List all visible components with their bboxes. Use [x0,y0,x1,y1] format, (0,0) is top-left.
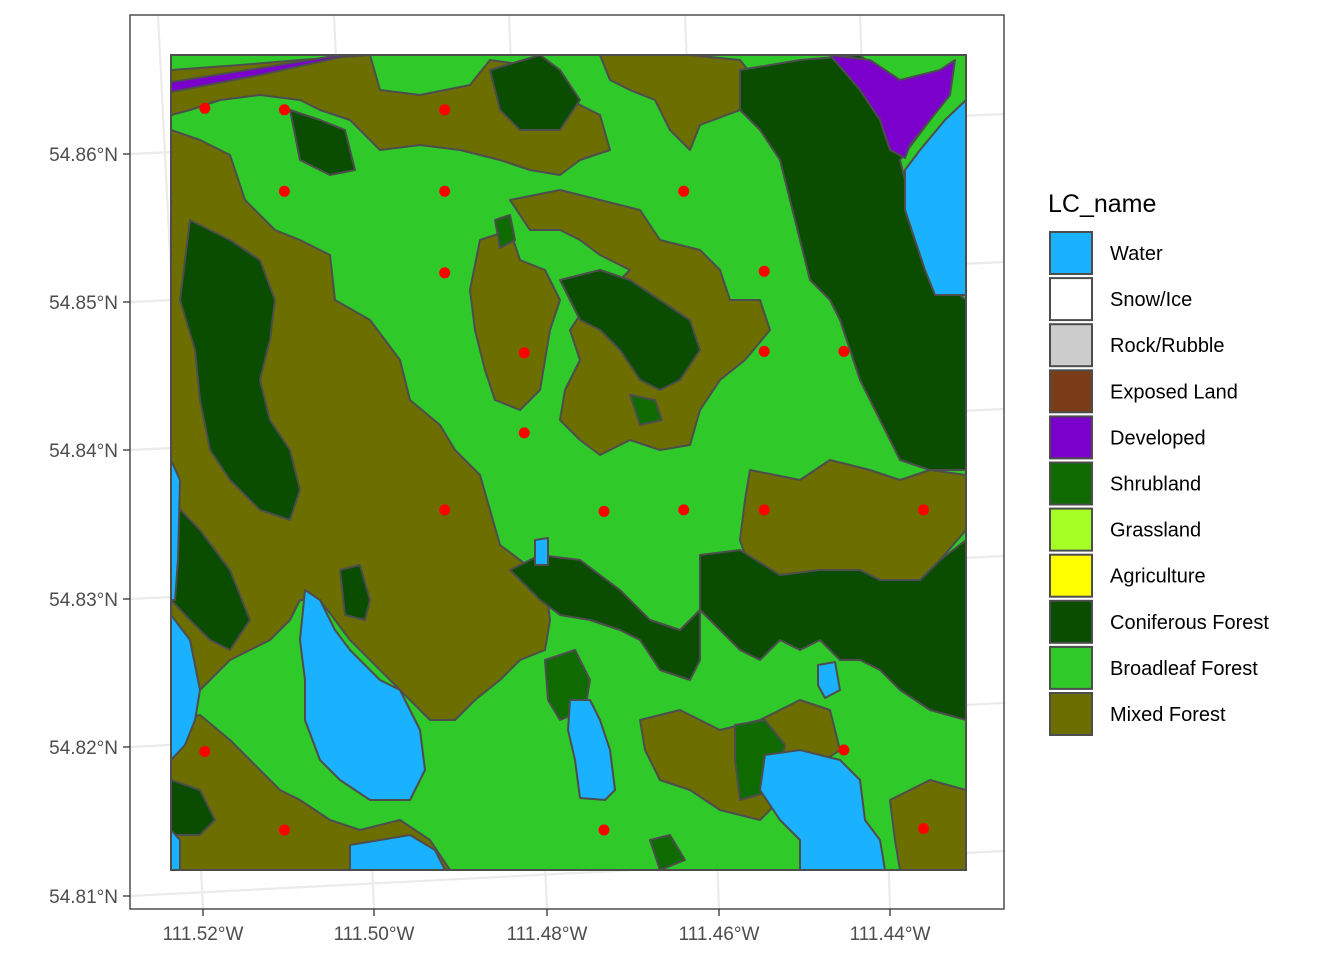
sample-point [758,265,770,277]
y-tick-label: 54.81°N [49,887,118,908]
sample-point [678,504,690,516]
legend-swatch [1049,692,1093,736]
coniferous-forest-southeast [699,539,966,721]
coniferous-forest-west [179,219,301,521]
water-south-center-lake [567,699,616,801]
coniferous-forest-south [171,779,216,836]
legend-swatch [1049,231,1093,275]
y-tick-label: 54.84°N [49,441,118,462]
legend-label: Mixed Forest [1110,704,1226,726]
x-tick-label: 111.50°W [334,924,415,945]
legend-label: Rock/Rubble [1110,335,1225,357]
legend-label: Water [1110,243,1163,265]
legend-swatch [1049,461,1093,506]
sample-point [199,102,211,114]
land-cover-raster [171,55,966,870]
coniferous-forest-west-small [339,564,371,621]
sample-point [838,345,850,357]
sample-point [199,746,211,757]
sample-point [518,427,530,439]
water-east-small [817,661,841,699]
coniferous-forest-center-south [509,554,701,681]
sample-point [439,504,451,516]
legend-label: Broadleaf Forest [1110,658,1258,680]
developed-northeast [829,55,956,159]
legend-label: Shrubland [1110,474,1201,496]
coniferous-forest-southwest [171,499,251,651]
sample-point [758,504,770,516]
x-tick-label: 111.48°W [507,924,588,945]
water-east-lake [904,99,966,296]
shrubland-center-small [629,394,663,426]
sample-point [598,505,610,517]
x-tick-label: 111.44°W [850,924,931,945]
water-southeast-lake [759,749,886,870]
legend-label: Grassland [1110,520,1201,542]
x-tick-label: 111.52°W [163,924,244,945]
developed-northwest-strip [171,55,351,93]
sample-point [678,185,690,197]
sample-point [758,345,770,357]
mixed-forest-north-east [599,55,761,151]
mixed-forest-south [171,714,451,870]
y-tick-label: 54.85°N [49,293,118,314]
water-center-small [534,537,549,566]
raster-extent-outline [170,54,967,871]
legend-swatch [1049,645,1093,690]
sample-point [918,504,930,516]
shrubland-south-small [649,834,686,870]
sample-point [838,744,850,756]
legend-title: LC_name [1048,190,1156,218]
legend-swatch [1049,323,1093,368]
sample-point [439,104,451,116]
water-south-edge [349,834,446,870]
legend-label: Snow/Ice [1110,289,1192,311]
water-southwest [171,614,201,761]
sample-point [439,185,451,197]
shrubland-north [494,214,516,249]
x-axis: 111.52°W 111.50°W 111.48°W 111.46°W 111.… [163,909,931,945]
y-tick-label: 54.83°N [49,590,118,611]
legend-items: Water Snow/Ice Rock/Rubble Exposed Land Deve… [1049,231,1269,736]
sample-point [278,824,290,836]
legend-swatch [1049,415,1093,460]
mixed-forest-east-bulge [739,459,966,581]
water-west-edge [171,459,181,601]
water-south-small [171,829,181,870]
legend-label: Agriculture [1110,566,1206,588]
legend-swatch [1049,369,1093,414]
coniferous-forest-north [489,55,581,131]
sample-point [278,104,290,116]
legend-swatch [1049,507,1093,552]
water-west-lake [299,589,426,801]
legend: LC_name Water Snow/Ice Rock/Rubble Exposed … [1048,190,1269,736]
y-tick-label: 54.86°N [49,145,118,166]
legend-swatch [1049,277,1093,322]
legend-swatch [1049,599,1093,644]
sample-points-layer [199,102,930,836]
legend-label: Coniferous Forest [1110,612,1269,634]
coniferous-forest-center [559,269,701,391]
coniferous-forest-northwest [289,109,356,176]
legend-label: Exposed Land [1110,381,1238,403]
legend-swatch [1049,553,1093,598]
sample-point [439,267,451,279]
y-axis: 54.86°N 54.85°N 54.84°N 54.83°N 54.82°N … [49,145,130,908]
sample-point [598,824,610,836]
plot-panel-border [129,14,1005,910]
sample-point [278,185,290,197]
legend-label: Developed [1110,427,1206,449]
mixed-forest-southeast [889,779,966,870]
sample-point [518,347,530,359]
y-tick-label: 54.82°N [49,738,118,759]
x-tick-label: 111.46°W [679,924,760,945]
sample-point [918,823,930,834]
mixed-forest-center [469,229,561,411]
